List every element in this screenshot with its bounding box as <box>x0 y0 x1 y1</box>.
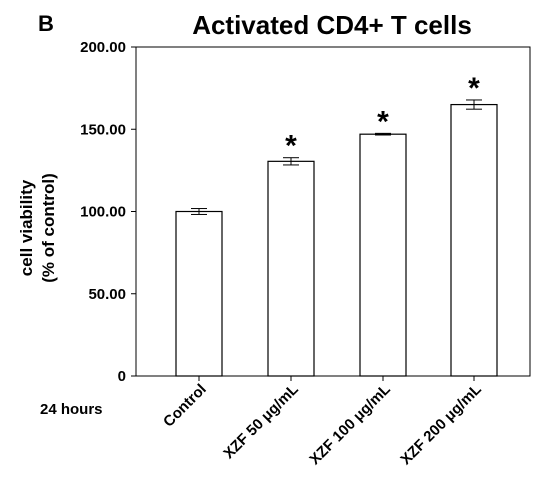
y-tick-label: 150.00 <box>80 121 126 138</box>
y-axis-title: cell viability (% of control) <box>17 173 58 283</box>
x-category-label: XZF 200 μg/mL <box>397 381 484 468</box>
y-tick-label: 0 <box>118 368 126 385</box>
y-axis-title-line-1: cell viability <box>17 179 36 276</box>
bars-group: * * * <box>175 72 498 377</box>
y-axis: 0 50.00 100.00 150.00 200.00 <box>80 39 136 385</box>
chart-title: Activated CD4+ T cells <box>192 10 472 40</box>
bar <box>450 103 498 377</box>
significance-marker: * <box>285 130 297 163</box>
x-category-label: XZF 100 μg/mL <box>306 381 393 468</box>
bar <box>267 160 315 377</box>
x-category-label: XZF 50 μg/mL <box>220 381 302 463</box>
bar <box>359 133 407 377</box>
bar <box>175 210 223 377</box>
x-category-label: Control <box>160 381 210 431</box>
time-note: 24 hours <box>40 401 103 418</box>
y-tick-label: 50.00 <box>88 286 126 303</box>
y-tick-label: 200.00 <box>80 39 126 56</box>
significance-marker: * <box>377 105 389 138</box>
panel-label: B <box>38 11 54 36</box>
significance-marker: * <box>468 72 480 105</box>
x-axis-labels: Control XZF 50 μg/mL XZF 100 μg/mL XZF 200 … <box>160 376 485 468</box>
y-tick-label: 100.00 <box>80 204 126 221</box>
y-axis-title-line-2: (% of control) <box>39 173 58 283</box>
